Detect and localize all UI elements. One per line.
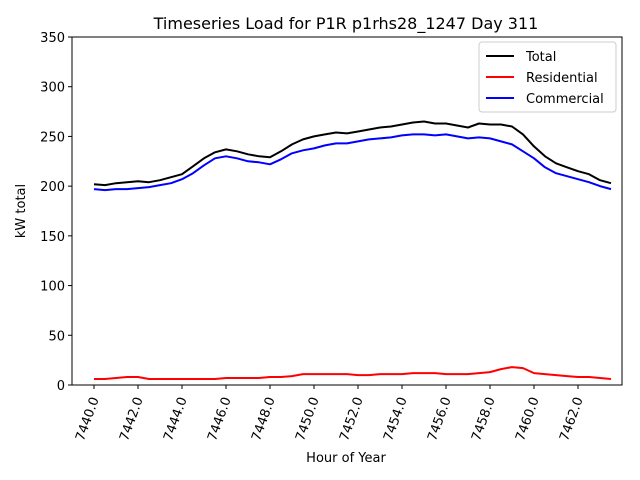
y-tick-label: 50	[48, 329, 65, 344]
y-tick-label: 200	[40, 180, 65, 195]
x-tick-label: 7442.0	[117, 395, 147, 443]
legend-label-commercial: Commercial	[526, 92, 604, 107]
x-axis-ticks: 7440.0 7442.0 7444.0 7446.0 7448.0 7450.0 7452…	[73, 385, 587, 443]
y-tick-label: 250	[40, 130, 65, 145]
series-line-residential	[94, 366, 612, 380]
series-lines	[93, 120, 612, 380]
x-tick-label: 7446.0	[205, 395, 235, 443]
series-line-total	[93, 120, 612, 187]
y-axis-ticks: 0 50 100 150 200 250 300 350	[40, 31, 72, 394]
x-tick-label: 7450.0	[293, 395, 323, 443]
legend: Total Residential Commercial	[478, 41, 617, 113]
chart-title: Timeseries Load for P1R p1rhs28_1247 Day…	[153, 14, 539, 34]
y-tick-label: 150	[40, 230, 65, 245]
y-tick-label: 350	[40, 31, 65, 46]
x-tick-label: 7458.0	[469, 395, 499, 443]
x-tick-label: 7444.0	[161, 395, 191, 443]
x-tick-label: 7454.0	[381, 395, 411, 443]
x-tick-label: 7460.0	[513, 395, 543, 443]
y-tick-label: 300	[40, 81, 65, 96]
series-line-commercial	[93, 133, 612, 192]
x-axis-label: Hour of Year	[306, 451, 386, 466]
x-tick-label: 7452.0	[337, 395, 367, 443]
y-axis-label: kW total	[14, 184, 29, 238]
y-tick-label: 0	[57, 379, 65, 394]
legend-label-total: Total	[525, 50, 556, 65]
x-tick-label: 7448.0	[249, 395, 279, 443]
legend-frame	[478, 41, 617, 113]
y-tick-label: 100	[40, 280, 65, 295]
x-tick-label: 7440.0	[73, 395, 103, 443]
x-tick-label: 7462.0	[557, 395, 587, 443]
legend-label-residential: Residential	[526, 71, 598, 86]
x-tick-label: 7456.0	[425, 395, 455, 443]
